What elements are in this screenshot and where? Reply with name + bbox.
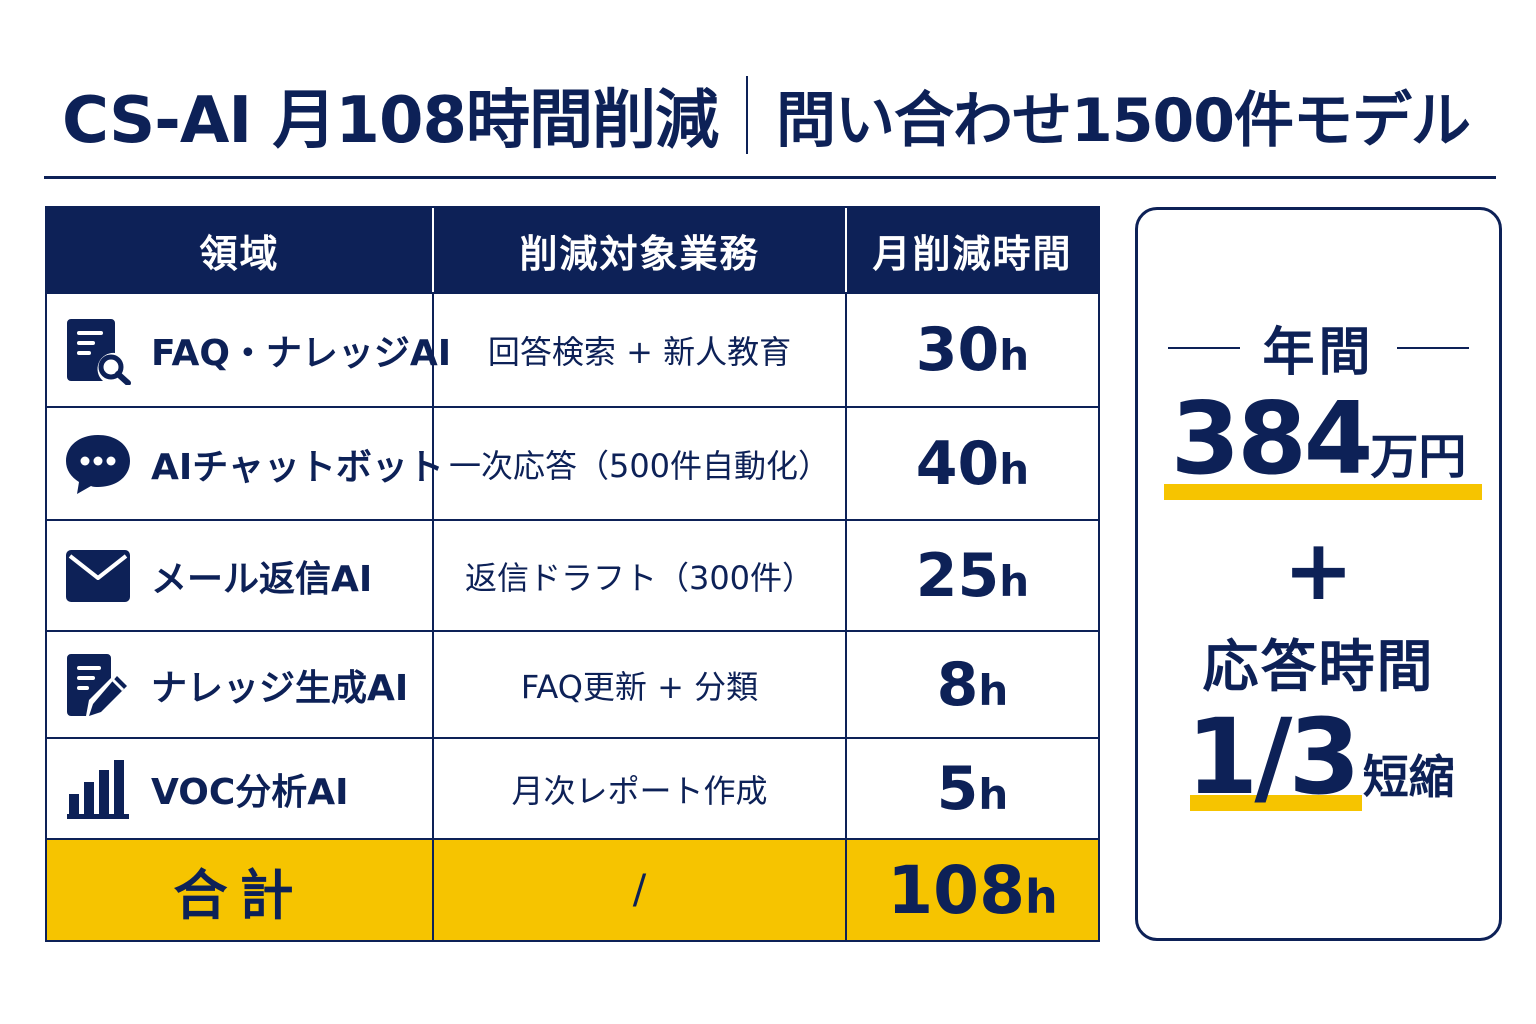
area-cell: AIチャットボット xyxy=(47,408,444,519)
area-label: ナレッジ生成AI xyxy=(151,667,409,709)
task-label: 月次レポート作成 xyxy=(511,771,768,810)
title-divider xyxy=(746,76,749,154)
ratio-highlight xyxy=(1190,795,1362,811)
amount-value: 384 xyxy=(1170,380,1374,497)
response-time-label: 応答時間 xyxy=(1202,635,1435,700)
summary-card: 年間 384万円 + 応答時間 1/3 短縮 xyxy=(1135,207,1502,941)
column-header-task: 削減対象業務 xyxy=(432,208,845,292)
heading-rule-left xyxy=(1168,346,1241,349)
table-row: VOC分析AI 月次レポート作成 5h xyxy=(47,737,1098,838)
hours-value: 40h xyxy=(915,428,1030,499)
annual-amount: 384万円 xyxy=(1138,380,1499,497)
area-label: メール返信AI xyxy=(151,558,373,600)
table-row: FAQ・ナレッジAI 回答検索 + 新人教育 30h xyxy=(47,292,1098,406)
total-hours-value: 108h xyxy=(887,851,1058,929)
area-cell: FAQ・ナレッジAI xyxy=(47,294,451,406)
task-cell: 返信ドラフト（300件） xyxy=(432,521,845,630)
page-subtitle: 問い合わせ1500件モデル xyxy=(776,85,1471,156)
heading-rule-right xyxy=(1396,346,1469,349)
area-label: FAQ・ナレッジAI xyxy=(151,333,452,374)
annual-heading: 年間 xyxy=(1138,310,1499,385)
table-row: メール返信AI 返信ドラフト（300件） 25h xyxy=(47,519,1098,630)
hours-value: 5h xyxy=(936,753,1009,824)
faq-search-document-icon xyxy=(63,315,133,385)
plus-sign: + xyxy=(1283,521,1354,619)
hours-cell: 30h xyxy=(845,294,1098,406)
task-label: 回答検索 + 新人教育 xyxy=(487,333,792,371)
hours-value: 30h xyxy=(915,315,1030,385)
reduction-ratio: 1/3 短縮 xyxy=(1186,696,1455,818)
mail-envelope-icon xyxy=(63,541,133,611)
total-row: 合計 / 108h xyxy=(47,838,1098,940)
bar-chart-icon xyxy=(63,754,133,824)
area-label: AIチャットボット xyxy=(151,446,444,488)
task-cell: 一次応答（500件自動化） xyxy=(432,408,845,519)
hours-cell: 8h xyxy=(845,632,1098,737)
page-title: CS-AI 月108時間削減 xyxy=(62,84,719,158)
column-header-hours: 月削減時間 xyxy=(845,208,1098,292)
hours-cell: 5h xyxy=(845,739,1098,838)
task-label: 一次応答（500件自動化） xyxy=(448,446,831,485)
table-row: AIチャットボット 一次応答（500件自動化） 40h xyxy=(47,406,1098,519)
total-label-cell: 合計 xyxy=(47,840,432,940)
hours-cell: 40h xyxy=(845,408,1098,519)
area-cell: メール返信AI xyxy=(47,521,432,630)
ratio-value: 1/3 xyxy=(1186,696,1361,818)
amount-unit: 万円 xyxy=(1370,429,1467,485)
task-cell: 月次レポート作成 xyxy=(432,739,845,838)
document-pen-icon xyxy=(63,650,133,720)
hours-value: 25h xyxy=(915,540,1030,611)
task-cell: FAQ更新 + 分類 xyxy=(432,632,845,737)
page-header: CS-AI 月108時間削減 問い合わせ1500件モデル xyxy=(44,60,1496,170)
total-task: / xyxy=(632,867,647,913)
annual-label: 年間 xyxy=(1262,323,1375,383)
task-label: FAQ更新 + 分類 xyxy=(520,667,759,706)
area-cell: VOC分析AI xyxy=(47,739,432,838)
total-hours-cell: 108h xyxy=(845,840,1098,940)
chat-bubble-icon xyxy=(63,429,133,499)
task-label: 返信ドラフト（300件） xyxy=(464,558,815,597)
total-label: 合計 xyxy=(173,863,306,927)
table-row: ナレッジ生成AI FAQ更新 + 分類 8h xyxy=(47,630,1098,737)
total-task-cell: / xyxy=(432,840,845,940)
task-cell: 回答検索 + 新人教育 xyxy=(432,294,845,406)
reduction-table: 領域 削減対象業務 月削減時間 FAQ・ナレッジAI 回答検索 + 新人教育 3… xyxy=(45,206,1100,942)
column-header-area: 領域 xyxy=(199,231,280,276)
hours-value: 8h xyxy=(936,649,1009,720)
area-label: VOC分析AI xyxy=(151,771,349,813)
ratio-unit: 短縮 xyxy=(1362,750,1455,804)
header-rule xyxy=(44,176,1496,179)
amount-highlight xyxy=(1164,484,1482,500)
hours-cell: 25h xyxy=(845,521,1098,630)
area-cell: ナレッジ生成AI xyxy=(47,632,432,737)
table-header-row: 領域 削減対象業務 月削減時間 xyxy=(47,208,1098,292)
